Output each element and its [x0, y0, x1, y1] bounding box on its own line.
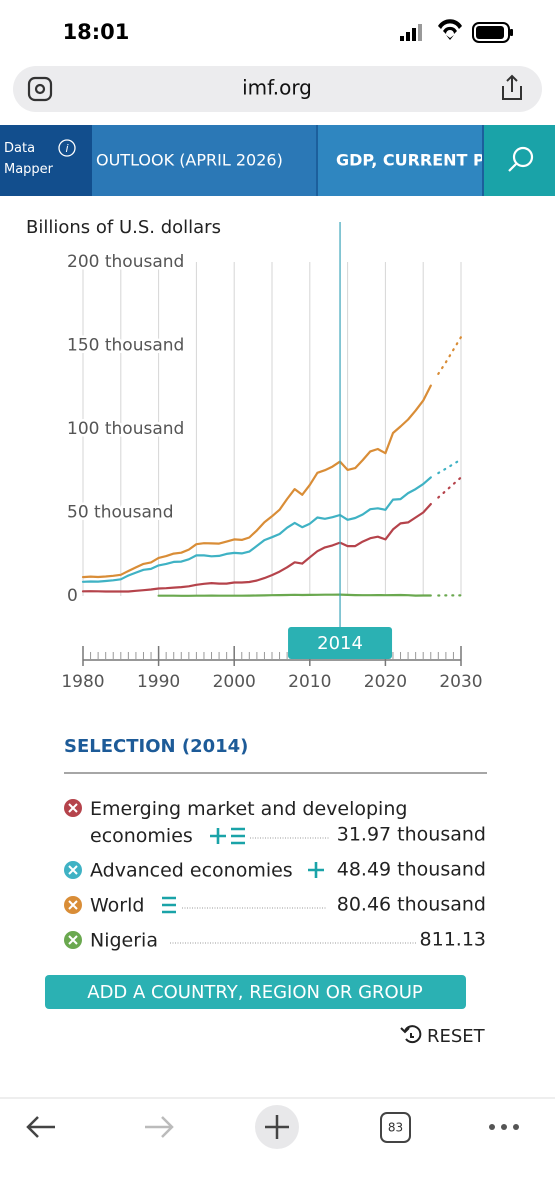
selection-title: SELECTION (2014)	[64, 736, 248, 757]
tab-count: 83	[388, 1121, 403, 1135]
series-line	[157, 593, 432, 597]
selection-value: 811.13	[420, 929, 486, 951]
x-tick-label: 1990	[137, 672, 180, 692]
series-name-text: Emerging market and developing	[90, 798, 407, 820]
series-name: Nigeria	[90, 930, 158, 952]
item-actions[interactable]	[162, 896, 176, 914]
remove-icon[interactable]	[64, 799, 82, 817]
forward-button[interactable]	[145, 1116, 174, 1138]
reset-label[interactable]: RESET	[427, 1026, 486, 1047]
x-tick-label: 1980	[61, 672, 104, 692]
search-button[interactable]	[484, 125, 555, 196]
series-name-wrap: economies	[90, 825, 193, 847]
info-icon[interactable]	[58, 139, 76, 157]
x-tick-label: 2030	[439, 672, 482, 692]
brand-wrap: Data Mapper	[4, 141, 54, 177]
selection-value: 48.49 thousand	[337, 859, 486, 881]
y-tick-label: 150 thousand	[67, 336, 184, 356]
status-icons	[400, 19, 513, 43]
selection-badge-label: 2014	[317, 633, 363, 654]
share-icon[interactable]	[502, 74, 522, 100]
tab[interactable]	[318, 125, 482, 196]
selection-value: 80.46 thousand	[337, 894, 486, 916]
series-line	[81, 476, 432, 583]
info-i: i	[65, 142, 68, 155]
series-name: Advanced economies	[90, 860, 293, 882]
y-tick-label: 0	[67, 586, 78, 606]
back-button[interactable]	[26, 1116, 55, 1138]
selection-badge	[288, 627, 393, 659]
lens-icon[interactable]	[27, 76, 53, 102]
tabs-button[interactable]	[380, 1112, 411, 1143]
add-button-label[interactable]: ADD A COUNTRY, REGION OR GROUP	[87, 982, 423, 1003]
menu-button[interactable]	[489, 1124, 519, 1130]
projection-line	[437, 476, 463, 499]
x-tick-label: 2020	[364, 672, 407, 692]
remove-icon[interactable]	[64, 896, 82, 914]
y-axis-title: Billions of U.S. dollars	[26, 217, 221, 238]
status-time: 18:01	[63, 20, 130, 44]
x-tick-label: 2010	[288, 672, 331, 692]
projection-line	[437, 458, 463, 475]
x-tick-label: 2000	[213, 672, 256, 692]
search-icon	[508, 146, 534, 172]
plus-icon	[265, 1115, 289, 1139]
y-tick-label: 200 thousand	[67, 252, 184, 272]
remove-icon[interactable]	[64, 861, 82, 879]
item-actions[interactable]	[308, 862, 324, 878]
chart: 0 50 thousand 100 thousand 150 thousand 200 …	[61, 222, 483, 692]
reset-icon[interactable]	[400, 1025, 422, 1044]
icon-cross	[68, 900, 78, 910]
icon-cross	[68, 865, 78, 875]
selection-value: 31.97 thousand	[337, 824, 486, 846]
series-name: Emerging market and developing economies	[90, 798, 407, 847]
selection-list: Emerging market and developing economies …	[64, 798, 486, 952]
icon-cross	[68, 803, 78, 813]
projection-line	[437, 336, 463, 375]
remove-icon[interactable]	[64, 931, 82, 949]
item-actions[interactable]	[210, 827, 245, 845]
icon-cross	[68, 935, 78, 945]
tab[interactable]	[92, 125, 316, 196]
brand-box[interactable]	[0, 125, 92, 196]
tab-clip: GDP, CURRENT P	[336, 151, 485, 170]
tab-label[interactable]: OUTLOOK (APRIL 2026)	[96, 151, 283, 170]
brand-text: Data Mapper	[4, 141, 54, 177]
add-button[interactable]	[45, 975, 466, 1009]
url-bar[interactable]	[13, 66, 542, 112]
y-tick-label: 100 thousand	[67, 419, 184, 439]
y-tick-label: 50 thousand	[67, 503, 174, 523]
series-name: World	[90, 895, 144, 917]
series-line	[81, 503, 432, 593]
tab-label[interactable]: GDP, CURRENT P	[336, 151, 485, 170]
series-line	[81, 384, 432, 579]
url-text[interactable]: imf.org	[242, 76, 312, 100]
